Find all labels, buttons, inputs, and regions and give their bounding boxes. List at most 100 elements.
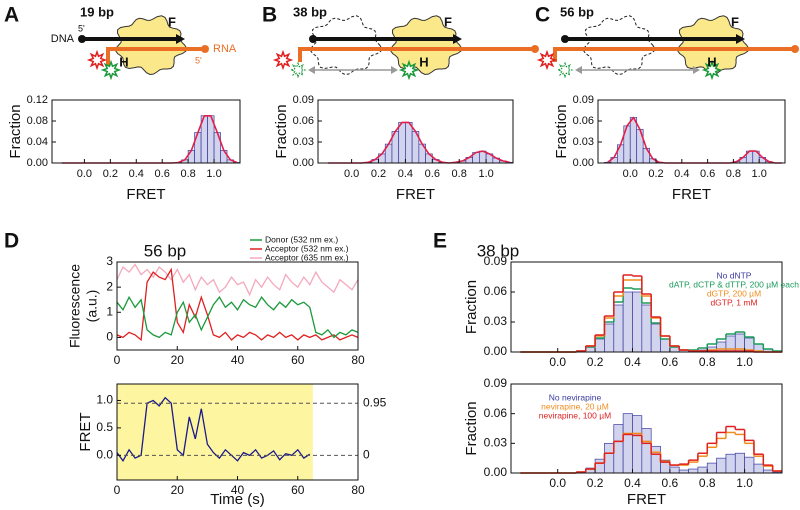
x-axis-label: FRET [672, 186, 711, 203]
donor-dye-previous [289, 61, 307, 79]
rna-strand [106, 47, 205, 66]
trace [116, 396, 311, 463]
x-axis-label: Time (s) [210, 491, 264, 508]
donor-dye [701, 59, 723, 81]
legend-label: nevirapine, 100 µM [539, 410, 611, 420]
donor-dye-previous [556, 61, 574, 79]
histogram-bar [613, 304, 624, 353]
domain-label: H [707, 54, 716, 69]
domain-label: F [168, 14, 176, 29]
x-tick-label: 0.8 [726, 168, 741, 180]
trace [116, 295, 359, 339]
histogram-bar [725, 453, 736, 474]
x-tick-label: 0.6 [155, 168, 170, 180]
x-tick-label: 0.0 [77, 168, 92, 180]
y-tick-label: 3 [106, 254, 113, 268]
x-tick-label: 40 [231, 353, 245, 367]
x-tick-label: 0 [114, 483, 121, 497]
y-tick-label: 0 [106, 330, 113, 344]
y-axis-label: Fraction [273, 104, 290, 158]
y-tick-label: 0.12 [27, 94, 48, 106]
x-tick-label: 0.6 [700, 168, 715, 180]
histogram-bar [398, 122, 406, 164]
x-tick-label: 1.0 [478, 168, 493, 180]
histogram-bar [604, 442, 615, 474]
x-tick-label: 60 [291, 483, 305, 497]
x-tick-label: 0.2 [587, 355, 604, 369]
histogram-bar [594, 458, 605, 474]
construct-label: 56 bp [560, 4, 594, 19]
histogram-bar [753, 463, 764, 474]
reference-label: 0.95 [363, 395, 387, 409]
legend-label: dGTP, 200 µM [707, 288, 761, 298]
histogram-bar [187, 150, 195, 164]
histogram-bar [650, 445, 661, 474]
dna-end [561, 35, 569, 43]
x-tick-label: 1.0 [736, 355, 753, 369]
y-axis-label: Fraction [463, 401, 480, 455]
x-tick-label: 0.4 [674, 168, 689, 180]
rna-label: RNA [213, 43, 237, 55]
rna-strand [298, 47, 535, 62]
y-tick-label: 0.09 [293, 94, 314, 106]
x-tick-label: 0.8 [452, 168, 467, 180]
acceptor-dye [536, 49, 558, 71]
y-tick-label: 0.00 [484, 465, 508, 479]
y-tick-label: 0.09 [484, 376, 508, 390]
plot-frame [317, 99, 514, 164]
x-tick-label: 80 [351, 483, 365, 497]
y-axis-label: Fraction [7, 104, 24, 158]
legend-label: Acceptor (635 nm ex.) [265, 252, 349, 262]
y-axis-label: Fluorescence [67, 264, 83, 348]
y-tick-label: 1.0 [96, 393, 113, 407]
x-tick-label: 20 [171, 353, 185, 367]
y-axis-label: (a.u.) [84, 290, 100, 323]
acceptor-dye [86, 49, 108, 71]
y-tick-label: 0.03 [293, 136, 314, 148]
highlight-region [117, 384, 313, 480]
y-tick-label: 0.06 [293, 115, 314, 127]
arrowhead [575, 66, 582, 74]
legend-label: dGTP, 1 mM [710, 297, 757, 307]
x-tick-label: 0.8 [699, 476, 716, 490]
y-tick-label: 0.5 [96, 420, 113, 434]
trace [116, 267, 359, 342]
construct-label: 38 bp [293, 4, 327, 19]
histogram-bar [744, 456, 755, 474]
y-tick-label: 0.00 [573, 157, 594, 169]
y-tick-label: 2 [106, 279, 113, 293]
y-tick-label: 0.03 [573, 136, 594, 148]
x-tick-label: 0.0 [623, 168, 638, 180]
histogram-bar [641, 304, 652, 353]
plot-frame [597, 99, 786, 164]
rna-end-label: 5' [195, 55, 202, 65]
reference-label: 0 [363, 447, 370, 461]
histogram-bar [650, 323, 661, 353]
x-axis-label: FRET [126, 186, 165, 203]
histogram-bar [660, 338, 671, 353]
enzyme [390, 15, 463, 76]
rna-end [791, 45, 799, 53]
dna-end [78, 35, 86, 43]
y-tick-label: 0.08 [27, 115, 48, 127]
domain-label: F [444, 14, 452, 29]
rna-strand [553, 47, 795, 62]
donor-dye [100, 59, 122, 81]
legend-label: dATP, dCTP & dTTP, 200 µM each [669, 279, 799, 289]
y-tick-label: 0.09 [484, 254, 508, 268]
x-tick-label: 1.0 [752, 168, 767, 180]
x-tick-label: 0.2 [648, 168, 663, 180]
y-tick-label: 0.04 [27, 136, 48, 148]
y-axis-label: FRET [77, 412, 94, 451]
panel-letter: B [262, 4, 277, 27]
panel-letter: E [433, 230, 447, 253]
x-tick-label: 0.0 [549, 355, 566, 369]
rna-end [531, 45, 539, 53]
x-tick-label: 0.8 [180, 168, 195, 180]
y-tick-label: 0.03 [484, 314, 508, 328]
panel-letter: C [535, 4, 550, 27]
enzyme-previous [583, 15, 656, 76]
x-axis-label: FRET [396, 186, 435, 203]
